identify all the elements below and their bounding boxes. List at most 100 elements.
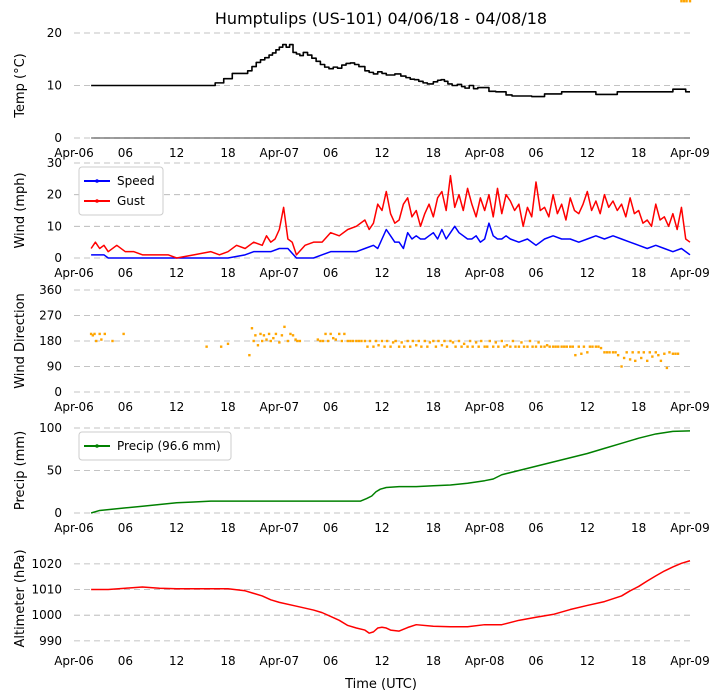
direction-point (360, 339, 363, 343)
direction-point (486, 345, 489, 348)
temp-xtick-label: Apr-07 (260, 146, 300, 160)
direction-point (471, 345, 474, 348)
direction-point (349, 339, 352, 343)
direction-point (445, 345, 449, 348)
altimeter-xtick-label: 12 (374, 654, 389, 668)
temp-ytick-label: 20 (47, 26, 62, 40)
direction-point (286, 339, 290, 343)
direction-point (474, 341, 478, 344)
direction-point (534, 345, 538, 348)
direction-point (280, 334, 284, 337)
direction-point (594, 345, 598, 348)
direction-point (634, 359, 637, 363)
altimeter-ytick-label: 1020 (31, 557, 62, 571)
direction-point (586, 351, 589, 354)
direction-point (355, 339, 358, 343)
precip-xtick-label: 12 (580, 521, 595, 535)
precip-xtick-label: Apr-06 (54, 521, 94, 535)
altimeter-xtick-label: Apr-08 (465, 654, 505, 668)
direction-point (620, 365, 623, 368)
direction-point (654, 351, 657, 354)
direction-point (640, 356, 643, 360)
direction-ytick-label: 360 (39, 283, 62, 297)
altimeter-xtick-label: 18 (631, 654, 646, 668)
panel-wind: 0 10 20 30 Apr-06 06 12 18 Apr-07 06 12 18 Apr-08 06 1… (13, 156, 710, 280)
direction-point (332, 336, 335, 340)
direction-point (338, 332, 341, 336)
direction-point (250, 327, 254, 330)
altimeter-ytick-label: 1010 (31, 583, 62, 597)
temp-xtick-label: 18 (220, 146, 235, 160)
wind-legend-marker (95, 179, 99, 183)
direction-point (278, 341, 281, 344)
direction-point (111, 339, 114, 343)
direction-ytick-label: 180 (39, 334, 62, 348)
wind-xtick-label: 12 (169, 266, 184, 280)
direction-point (599, 346, 603, 350)
wind-legend (78, 166, 164, 216)
direction-xtick-label: 06 (323, 400, 338, 414)
precip-xtick-label: 12 (374, 521, 389, 535)
direction-point (252, 339, 255, 343)
direction-point (588, 345, 592, 348)
direction-point (616, 353, 620, 357)
direction-point (103, 332, 106, 336)
direction-point (389, 345, 392, 348)
direction-point (403, 345, 406, 348)
direction-point (688, 0, 692, 3)
altimeter-xtick-label: 06 (323, 654, 338, 668)
direction-point (226, 342, 230, 346)
direction-point (580, 352, 583, 355)
direction-xtick-label: Apr-08 (465, 400, 505, 414)
direction-point (294, 338, 297, 341)
direction-point (605, 351, 609, 354)
direction-point (366, 345, 369, 348)
direction-point (267, 332, 271, 336)
altimeter-xtick-label: 12 (580, 654, 595, 668)
direction-y-axis-label: Wind Direction (13, 293, 28, 389)
direction-point (259, 332, 262, 336)
altimeter-xtick-label: 06 (118, 654, 133, 668)
direction-point (597, 345, 600, 348)
direction-point (648, 351, 651, 354)
direction-point (89, 332, 93, 336)
direction-point (98, 332, 101, 336)
wind-xtick-label: 12 (580, 266, 595, 280)
direction-point (432, 339, 435, 343)
direction-point (449, 339, 452, 343)
direction-point (545, 344, 549, 347)
direction-point (420, 345, 423, 348)
direction-point (254, 334, 257, 337)
direction-point (272, 336, 275, 340)
direction-point (603, 351, 606, 354)
precip-y-axis-label: Precip (mm) (13, 431, 28, 510)
temp-xtick-label: 18 (631, 146, 646, 160)
direction-point (591, 345, 594, 348)
direction-point (622, 356, 626, 360)
temp-xtick-label: Apr-06 (54, 146, 94, 160)
direction-point (380, 339, 384, 343)
direction-point (91, 334, 95, 337)
direction-point (321, 339, 325, 343)
direction-point (682, 0, 686, 3)
direction-point (659, 359, 663, 363)
direction-point (329, 332, 332, 336)
direction-point (642, 351, 645, 354)
direction-point (651, 355, 654, 358)
wind-series-gust (90, 174, 691, 259)
altimeter-xtick-label: Apr-07 (260, 654, 300, 668)
altimeter-xtick-label: 18 (220, 654, 235, 668)
panel-precip: 0 50 100 Apr-06 06 12 18 Apr-07 06 12 18 Apr-08 06 12… (13, 421, 710, 535)
direction-point (411, 339, 414, 343)
altimeter-y-axis-label: Altimeter (hPa) (13, 549, 28, 647)
direction-point (483, 345, 486, 348)
direction-point (440, 344, 444, 347)
direction-point (454, 345, 457, 348)
direction-point (551, 345, 555, 348)
temp-series-temp (91, 43, 690, 98)
direction-point (391, 341, 395, 344)
direction-point (565, 345, 568, 348)
direction-point (95, 339, 98, 343)
wind-ytick-label: 10 (47, 219, 62, 233)
direction-point (671, 352, 675, 355)
